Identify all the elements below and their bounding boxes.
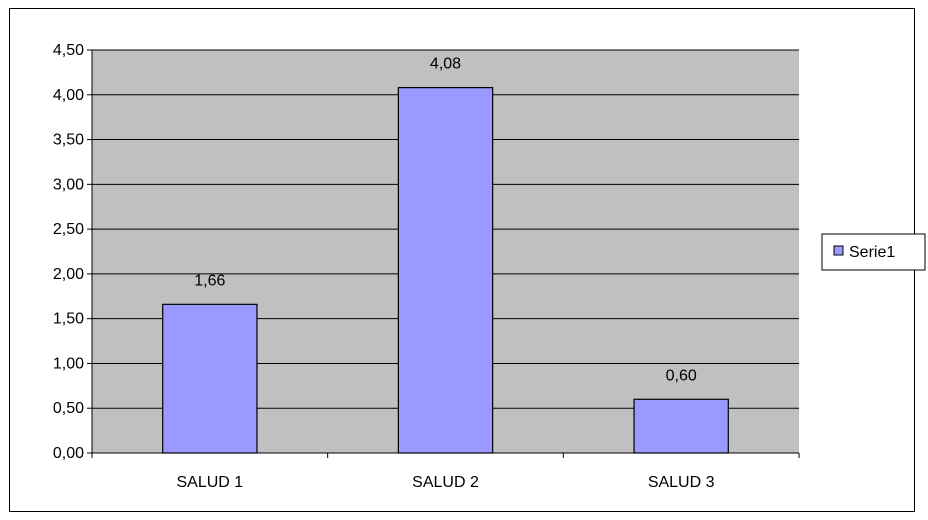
data-label: 4,08 — [430, 56, 461, 73]
axes — [87, 49, 800, 458]
bar-salud-1 — [162, 303, 258, 454]
y-tick-label: 4,00 — [53, 87, 84, 104]
bars — [162, 87, 729, 454]
y-tick-label: 2,50 — [53, 221, 84, 238]
legend-label-serie1: Serie1 — [849, 244, 895, 261]
x-tick-label: SALUD 3 — [648, 474, 715, 491]
bar-salud-2 — [397, 87, 494, 454]
y-tick-label: 0,00 — [53, 445, 84, 462]
data-label: 1,66 — [194, 272, 225, 289]
x-tick-label: SALUD 2 — [412, 474, 479, 491]
y-tick-label: 4,50 — [53, 42, 84, 59]
y-tick-label: 1,00 — [53, 355, 84, 372]
data-label: 0,60 — [666, 367, 697, 384]
x-tick-label: SALUD 1 — [176, 474, 243, 491]
legend: Serie1 — [821, 233, 926, 271]
y-tick-label: 0,50 — [53, 400, 84, 417]
labels: 0,00 0,50 1,00 1,50 2,00 2,50 3,00 3,50 4,00 4,50… — [53, 42, 715, 491]
y-tick-label: 1,50 — [53, 311, 84, 328]
y-tick-label: 2,00 — [53, 266, 84, 283]
bar-salud-3 — [633, 398, 729, 454]
y-tick-label: 3,50 — [53, 132, 84, 149]
legend-swatch-serie1 — [833, 245, 844, 256]
y-tick-label: 3,00 — [53, 176, 84, 193]
